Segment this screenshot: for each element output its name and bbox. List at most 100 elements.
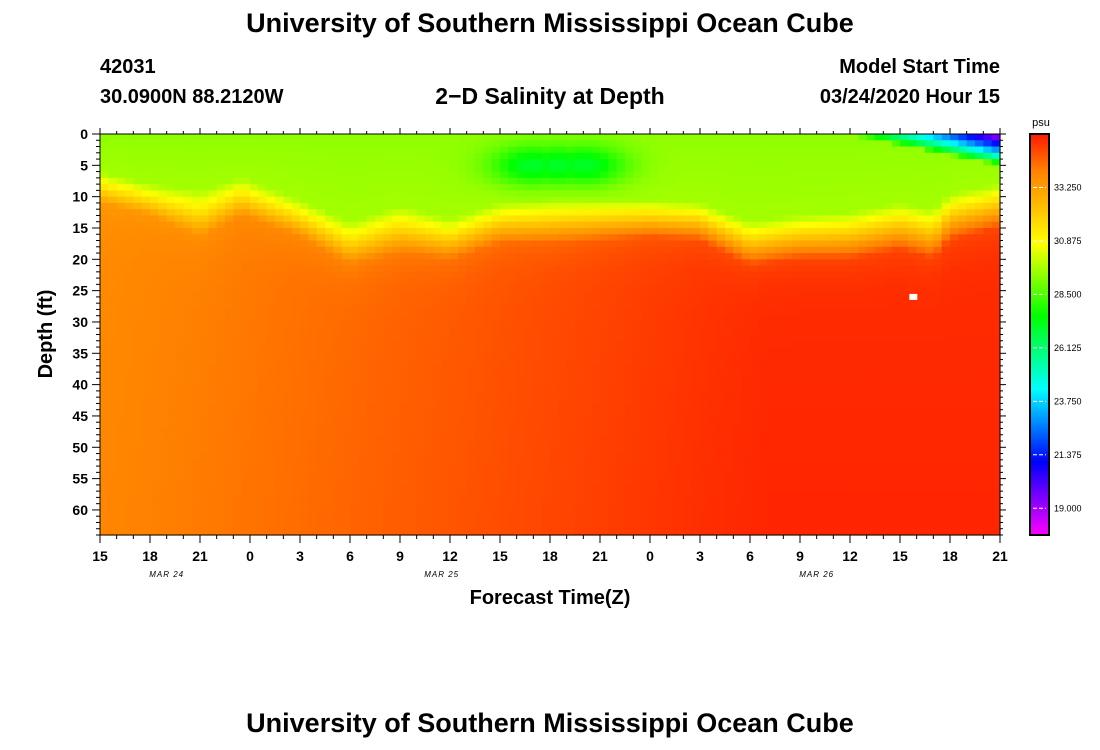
heatmap-cell <box>425 447 434 455</box>
heatmap-cell <box>558 278 568 285</box>
heatmap-cell <box>150 246 159 254</box>
heatmap-cell <box>383 478 393 486</box>
heatmap-cell <box>483 372 493 379</box>
heatmap-cell <box>466 347 476 354</box>
heatmap-cell <box>416 221 426 229</box>
heatmap-cell <box>716 334 726 342</box>
heatmap-cell <box>691 453 701 461</box>
heatmap-cell <box>408 234 418 242</box>
heatmap-cell <box>383 315 393 323</box>
heatmap-cell <box>358 441 368 448</box>
heatmap-cell <box>225 146 234 154</box>
heatmap-cell <box>433 177 443 185</box>
heatmap-cell <box>341 328 351 336</box>
heatmap-cell <box>450 259 459 267</box>
heatmap-cell <box>716 146 726 154</box>
heatmap-cell <box>400 509 409 517</box>
heatmap-cell <box>100 240 109 248</box>
heatmap-cell <box>441 397 451 405</box>
heatmap-cell <box>225 459 234 467</box>
heatmap-cell <box>416 522 426 530</box>
heatmap-cell <box>525 290 534 298</box>
heatmap-cell <box>341 234 351 242</box>
heatmap-cell <box>616 309 626 317</box>
heatmap-cell <box>208 171 218 179</box>
heatmap-cell <box>450 422 459 430</box>
heatmap-cell <box>208 528 218 536</box>
heatmap-cell <box>500 516 509 524</box>
heatmap-cell <box>108 409 118 417</box>
heatmap-cell <box>650 184 659 191</box>
heatmap-cell <box>125 516 134 524</box>
heatmap-cell <box>608 284 618 292</box>
heatmap-cell <box>233 497 243 505</box>
heatmap-cell <box>625 202 634 210</box>
heatmap-cell <box>725 384 734 392</box>
heatmap-cell <box>483 497 493 505</box>
heatmap-cell <box>441 240 451 248</box>
heatmap-cell <box>475 134 484 141</box>
heatmap-cell <box>491 484 501 492</box>
heatmap-cell <box>141 190 151 198</box>
heatmap-cell <box>516 284 526 292</box>
heatmap-cell <box>741 340 751 348</box>
heatmap-cell <box>100 509 109 517</box>
heatmap-cell <box>258 453 268 461</box>
heatmap-cell <box>725 453 734 461</box>
heatmap-cell <box>266 503 276 511</box>
heatmap-cell <box>675 177 684 185</box>
heatmap-cell <box>608 428 618 436</box>
heatmap-cell <box>358 415 368 423</box>
heatmap-cell <box>233 403 243 411</box>
heatmap-cell <box>216 290 226 298</box>
heatmap-cell <box>258 478 268 486</box>
heatmap-cell <box>133 397 143 405</box>
heatmap-cell <box>433 196 443 204</box>
heatmap-cell <box>733 177 743 185</box>
heatmap-cell <box>666 447 676 455</box>
heatmap-cell <box>191 384 201 392</box>
heatmap-cell <box>700 359 709 367</box>
heatmap-cell <box>441 140 451 148</box>
heatmap-cell <box>591 309 601 317</box>
heatmap-cell <box>216 265 226 273</box>
heatmap-cell <box>683 152 693 160</box>
heatmap-cell <box>725 202 734 210</box>
heatmap-cell <box>733 152 743 160</box>
heatmap-cell <box>266 516 276 524</box>
heatmap-cell <box>100 453 109 461</box>
heatmap-cell <box>708 309 718 317</box>
heatmap-cell <box>733 340 743 348</box>
heatmap-cell <box>591 509 601 517</box>
heatmap-cell <box>733 403 743 411</box>
heatmap-cell <box>500 478 509 486</box>
heatmap-cell <box>358 459 368 467</box>
heatmap-cell <box>216 296 226 304</box>
heatmap-cell <box>700 184 709 191</box>
heatmap-cell <box>391 428 401 436</box>
heatmap-cell <box>708 509 718 517</box>
heatmap-cell <box>175 209 184 217</box>
heatmap-cell <box>525 347 534 354</box>
heatmap-cell <box>250 265 259 273</box>
heatmap-cell <box>375 265 384 273</box>
heatmap-cell <box>108 227 118 235</box>
heatmap-cell <box>458 409 468 417</box>
heatmap-cell <box>741 227 751 235</box>
heatmap-cell <box>400 516 409 524</box>
heatmap-cell <box>516 328 526 336</box>
heatmap-cell <box>391 134 401 141</box>
heatmap-cell <box>466 184 476 191</box>
heatmap-cell <box>466 290 476 298</box>
heatmap-cell <box>650 434 659 442</box>
heatmap-cell <box>566 259 576 267</box>
heatmap-cell <box>350 184 359 191</box>
heatmap-cell <box>541 177 551 185</box>
heatmap-cell <box>525 441 534 448</box>
heatmap-cell <box>666 347 676 354</box>
heatmap-cell <box>616 215 626 223</box>
heatmap-cell <box>366 384 376 392</box>
heatmap-cell <box>691 459 701 467</box>
heatmap-cell <box>500 428 509 436</box>
heatmap-cell <box>708 359 718 367</box>
